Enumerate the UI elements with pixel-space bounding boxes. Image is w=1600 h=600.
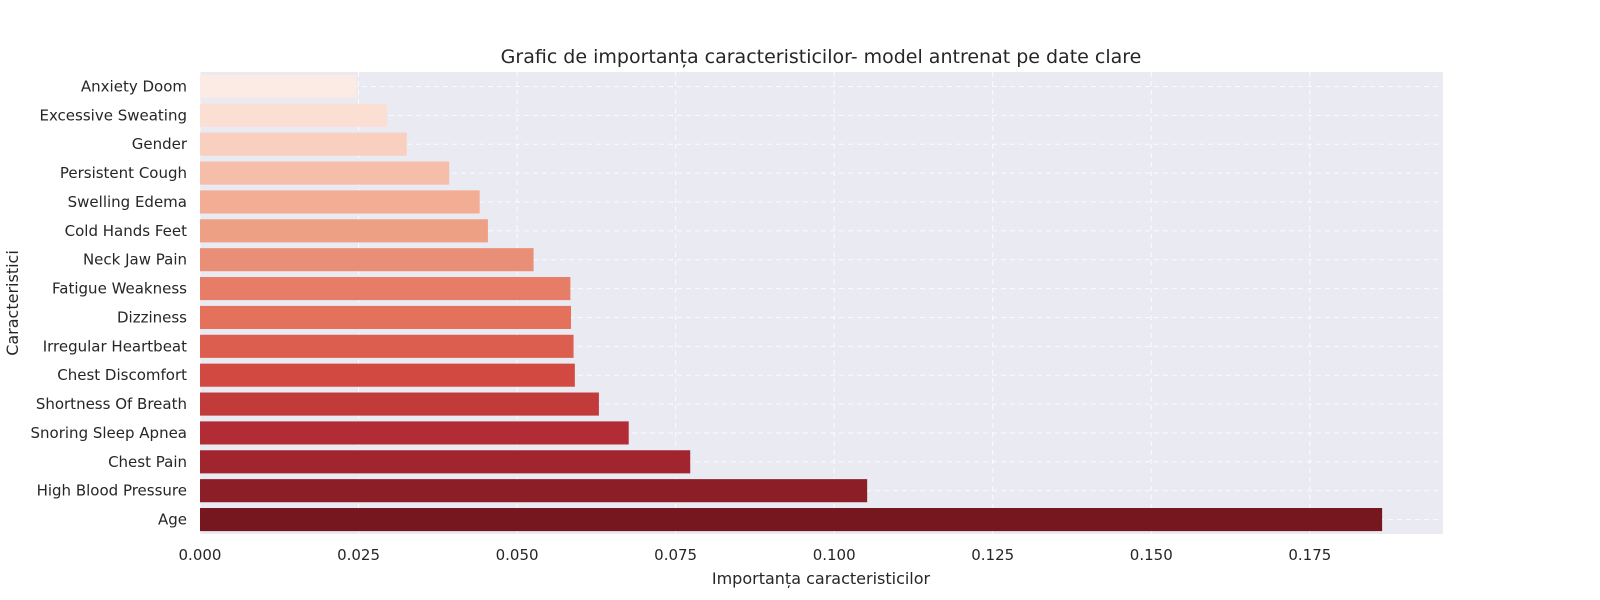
bar — [200, 190, 480, 214]
bar — [200, 334, 574, 358]
bar — [200, 450, 691, 474]
y-tick-label: Cold Hands Feet — [65, 222, 187, 240]
y-tick-label: Snoring Sleep Apnea — [31, 424, 187, 442]
y-tick-label: Excessive Sweating — [39, 106, 187, 124]
x-tick-label: 0.025 — [337, 546, 380, 564]
bar — [200, 132, 407, 156]
x-axis-label: Importanța caracteristicilor — [712, 569, 931, 588]
y-tick-label: Neck Jaw Pain — [83, 251, 187, 269]
y-tick-labels: Anxiety Doom Excessive Sweating Gender Pers… — [31, 77, 188, 528]
x-tick-labels: 0.000 0.025 0.050 0.075 0.100 0.125 0.150 0.175 — [179, 546, 1332, 564]
bar — [200, 74, 357, 98]
bar — [200, 161, 450, 185]
bar — [200, 479, 868, 503]
bar — [200, 421, 629, 445]
x-tick-label: 0.125 — [971, 546, 1014, 564]
y-tick-label: Chest Discomfort — [57, 366, 187, 384]
x-tick-label: 0.050 — [496, 546, 539, 564]
bar — [200, 363, 575, 387]
bar — [200, 248, 534, 272]
y-tick-label: Anxiety Doom — [81, 77, 187, 95]
x-tick-label: 0.075 — [654, 546, 697, 564]
bars — [200, 74, 1383, 532]
bar — [200, 277, 571, 301]
bar — [200, 219, 488, 243]
x-tick-label: 0.150 — [1130, 546, 1173, 564]
bar — [200, 392, 599, 416]
y-tick-label: Swelling Edema — [68, 193, 187, 211]
y-tick-label: Chest Pain — [108, 453, 187, 471]
bar — [200, 508, 1383, 532]
x-tick-label: 0.100 — [813, 546, 856, 564]
y-tick-label: Fatigue Weakness — [52, 280, 187, 298]
bar — [200, 103, 388, 127]
y-tick-label: Persistent Cough — [60, 164, 187, 182]
chart-title: Grafic de importanța caracteristicilor- … — [501, 46, 1142, 68]
y-tick-label: Gender — [132, 135, 188, 153]
y-tick-label: High Blood Pressure — [37, 482, 187, 500]
y-axis-label: Caracteristici — [3, 250, 22, 356]
y-tick-label: Age — [158, 511, 187, 529]
x-tick-label: 0.000 — [179, 546, 222, 564]
y-tick-label: Shortness Of Breath — [36, 395, 187, 413]
bar — [200, 305, 571, 329]
y-tick-label: Irregular Heartbeat — [43, 337, 187, 355]
y-tick-label: Dizziness — [117, 308, 187, 326]
x-tick-label: 0.175 — [1288, 546, 1331, 564]
